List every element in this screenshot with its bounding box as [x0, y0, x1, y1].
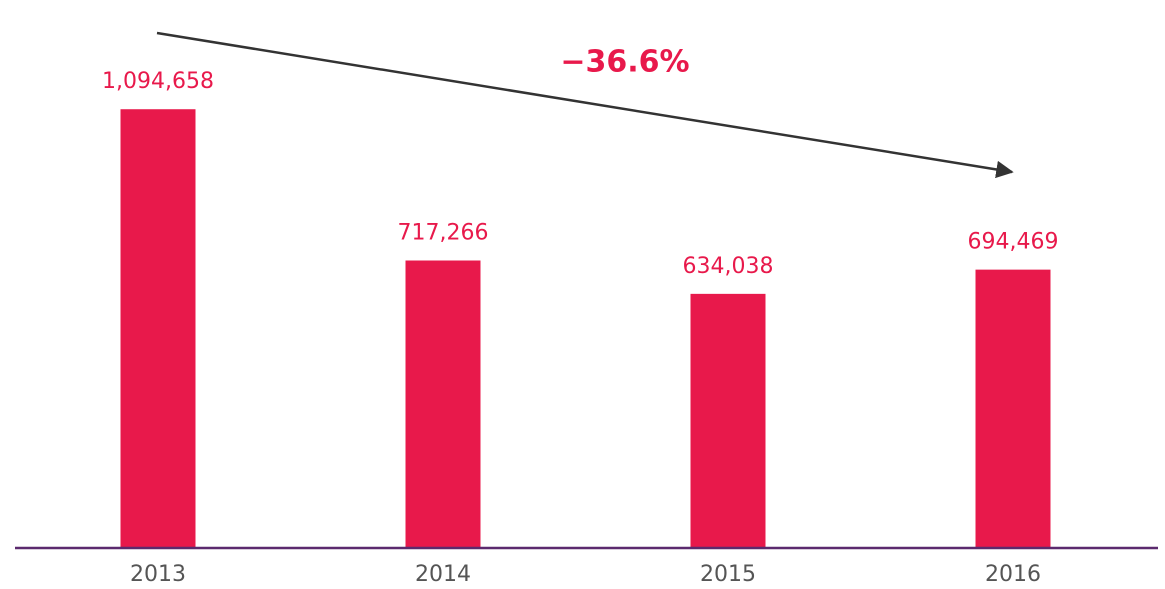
bar [120, 109, 196, 549]
trend-arrow [156, 31, 1014, 179]
x-tick-label: 2016 [985, 562, 1041, 587]
x-tick-label: 2015 [700, 562, 756, 587]
bar [975, 269, 1051, 548]
x-tick-label: 2014 [415, 562, 471, 587]
x-tick-label: 2013 [130, 562, 186, 587]
value-label: 717,266 [398, 220, 489, 245]
bar [690, 293, 766, 548]
value-label: 634,038 [683, 254, 774, 279]
value-label: 1,094,658 [102, 69, 214, 94]
bar [405, 260, 481, 548]
change-annotation: −36.6% [560, 45, 689, 80]
value-label: 694,469 [968, 230, 1059, 255]
